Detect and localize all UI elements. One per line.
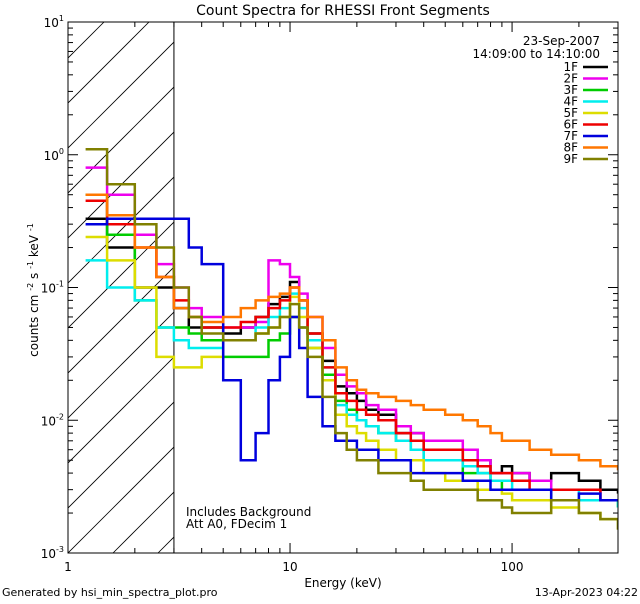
footer-timestamp: 13-Apr-2023 04:22 [535,586,638,599]
hatch-line [112,491,174,553]
chart-title: Count Spectra for RHESSI Front Segments [196,3,490,19]
hatch-line [68,446,174,553]
background-hatched-region [0,0,640,553]
series-line-8f [85,193,618,471]
hatch-line [68,41,174,149]
hatch-line [68,176,174,284]
y-tick-label: 10-3 [41,545,64,561]
x-axis-ticks: 1 10 100 [64,22,619,574]
y-axis-label-exp2: -1 [26,261,35,269]
legend-label-8f: 8F [563,141,578,155]
hatch-line [68,221,174,329]
y-axis-label: counts cm -2 s -1 keV -1 [22,223,41,357]
series-line-4f [85,259,618,508]
y-axis-label-exp3: -1 [26,223,35,231]
legend-label-5f: 5F [563,106,578,120]
hatch-line [473,0,640,553]
x-tick-label: 100 [501,560,524,574]
y-tick-label: 10-2 [41,412,64,428]
hatch-line [518,0,640,553]
footer-generated-by: Generated by hsi_min_spectra_plot.pro [2,586,218,599]
legend-label-2f: 2F [563,72,578,86]
x-tick-label: 1 [64,560,72,574]
hatch-line [338,0,640,553]
hatch-line [608,0,640,553]
hatch-line [68,401,174,509]
y-axis-label-base: counts cm [27,295,41,357]
series-line-3f [85,193,618,508]
legend-label-6f: 6F [563,118,578,132]
y-tick-label: 10-1 [41,280,64,296]
legend-label-1f: 1F [563,60,578,74]
legend-label-4f: 4F [563,95,578,109]
y-axis-label-exp1: -2 [26,283,35,291]
legend-label-9f: 9F [563,152,578,166]
hatch-line [68,356,174,464]
hatch-line [68,22,105,59]
hatch-line [68,266,174,374]
y-axis-label-s: s [27,273,41,279]
hatch-line [68,22,150,104]
hatch-line [68,86,174,194]
hatch-line [248,0,640,553]
series-line-5f [85,235,618,530]
hatch-line [293,0,640,553]
hatch-line [428,0,640,553]
legend-label-3f: 3F [563,83,578,97]
x-tick-label: 10 [282,560,297,574]
series-line-9f [85,148,618,530]
time-range-label: 14:09:00 to 14:10:00 [473,47,600,61]
series-line-7f [85,217,618,502]
annotation-attenuator: Att A0, FDecim 1 [186,517,287,531]
y-axis-label-kev: keV [27,234,41,257]
annotation-background: Includes Background [186,505,311,519]
hatch-line [68,311,174,419]
hatch-line [0,0,128,553]
date-label: 23-Sep-2007 [523,34,600,48]
legend-label-7f: 7F [563,129,578,143]
x-axis-label: Energy (keV) [304,576,381,590]
series-lines [85,148,618,530]
y-tick-label: 101 [44,14,64,30]
y-axis-ticks: 10-3 10-2 10-1 100 101 [41,14,618,561]
y-tick-label: 100 [44,147,64,163]
